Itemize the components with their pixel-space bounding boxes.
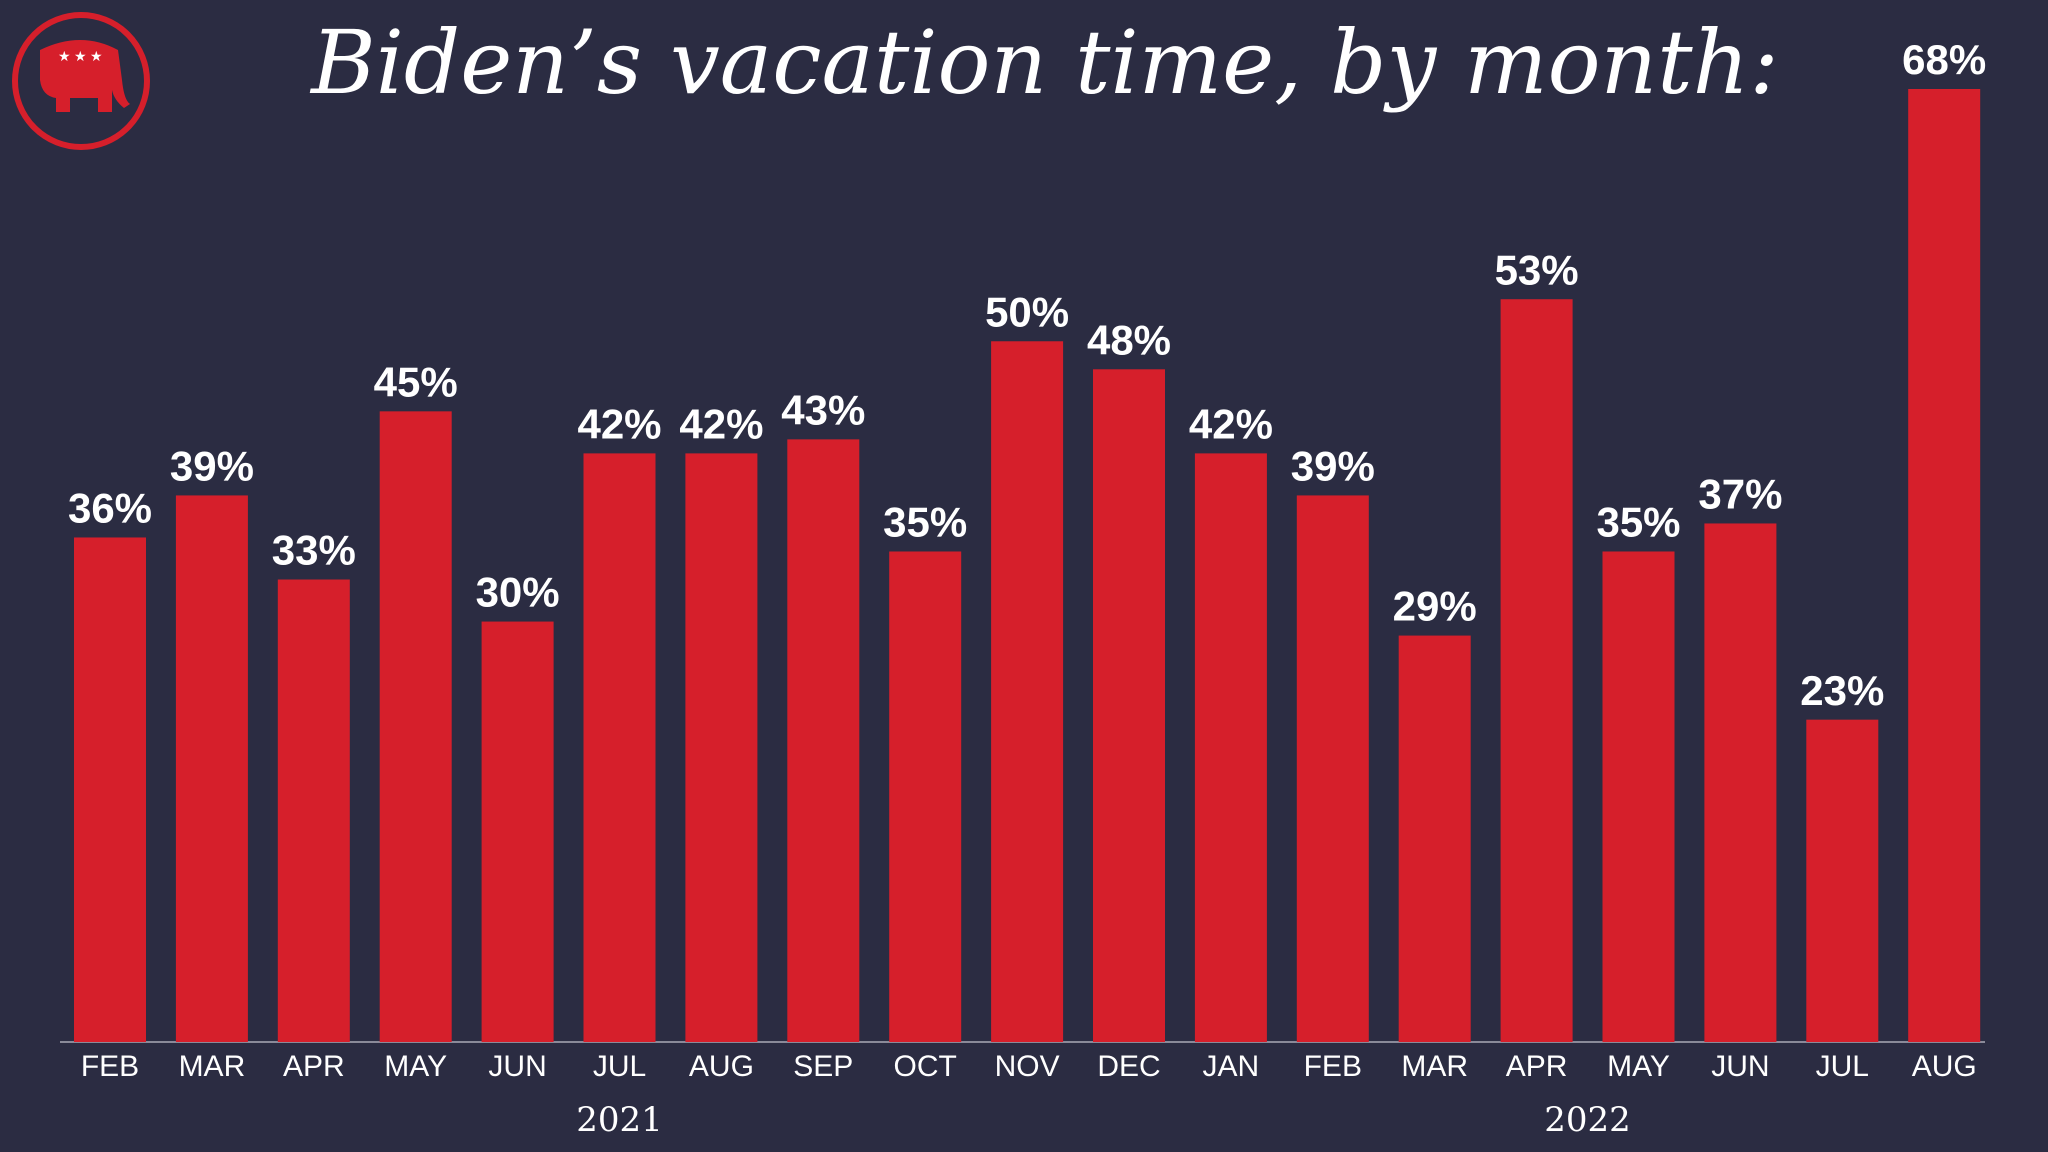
x-tick-label: JAN — [1203, 1050, 1260, 1083]
value-label: 43% — [781, 386, 865, 433]
svg-text:★: ★ — [74, 50, 87, 65]
bar — [685, 453, 758, 1043]
svg-text:★: ★ — [58, 50, 71, 65]
bar — [991, 341, 1064, 1042]
year-label: 2022 — [1544, 1100, 1631, 1140]
x-tick-label: AUG — [689, 1050, 754, 1083]
year-label: 2021 — [576, 1100, 663, 1140]
value-label: 53% — [1495, 246, 1579, 293]
value-label: 42% — [577, 400, 661, 447]
bar — [481, 621, 554, 1042]
bar — [175, 495, 248, 1042]
value-label: 35% — [883, 499, 967, 546]
value-label: 68% — [1902, 36, 1986, 83]
bar — [379, 411, 452, 1042]
x-tick-label: OCT — [894, 1050, 957, 1083]
value-label: 42% — [1189, 400, 1273, 447]
value-label: 37% — [1698, 471, 1782, 518]
chart-title: Biden’s vacation time, by month: — [309, 11, 1779, 114]
x-tick-label: MAY — [384, 1050, 447, 1083]
value-label: 35% — [1596, 499, 1680, 546]
x-tick-label: AUG — [1912, 1050, 1977, 1083]
x-tick-label: APR — [283, 1050, 345, 1083]
value-label: 39% — [170, 443, 254, 490]
value-label: 33% — [272, 527, 356, 574]
x-tick-label: NOV — [995, 1050, 1060, 1083]
value-label: 50% — [985, 288, 1069, 335]
x-tick-label: MAY — [1607, 1050, 1670, 1083]
x-tick-label: JUN — [1711, 1050, 1769, 1083]
value-label: 48% — [1087, 316, 1171, 363]
x-tick-label: SEP — [793, 1050, 853, 1083]
bar — [1296, 495, 1369, 1042]
bar — [1602, 551, 1675, 1042]
value-label: 42% — [679, 400, 763, 447]
bar — [583, 453, 656, 1043]
bar — [277, 579, 350, 1042]
x-tick-label: MAR — [1401, 1050, 1468, 1083]
bar — [1500, 299, 1573, 1042]
x-tick-label: JUN — [488, 1050, 546, 1083]
logo: ★ ★ ★ — [12, 12, 150, 150]
x-tick-label: FEB — [81, 1050, 139, 1083]
x-tick-label: DEC — [1097, 1050, 1160, 1083]
value-label: 36% — [68, 485, 152, 532]
value-label: 45% — [374, 358, 458, 405]
bar — [74, 537, 146, 1042]
value-label: 23% — [1800, 667, 1884, 714]
bar — [1194, 453, 1267, 1043]
value-label: 29% — [1393, 583, 1477, 630]
svg-text:★: ★ — [90, 50, 103, 65]
value-label: 30% — [476, 569, 560, 616]
x-tick-label: JUL — [593, 1050, 646, 1083]
bar — [1908, 89, 1981, 1042]
bar — [1806, 719, 1879, 1042]
bar — [787, 439, 860, 1042]
value-label: 39% — [1291, 443, 1375, 490]
bar — [1398, 635, 1471, 1042]
x-tick-label: MAR — [179, 1050, 246, 1083]
bar — [1093, 369, 1165, 1042]
x-tick-label: FEB — [1304, 1050, 1362, 1083]
x-tick-label: JUL — [1816, 1050, 1869, 1083]
bar — [889, 551, 962, 1042]
x-tick-label: APR — [1506, 1050, 1568, 1083]
bar — [1704, 523, 1777, 1042]
